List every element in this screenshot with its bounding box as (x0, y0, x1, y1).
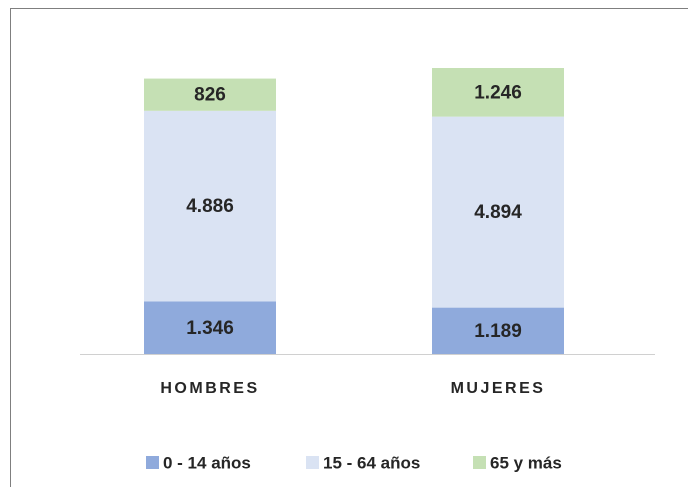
bar-segment (144, 78, 276, 111)
legend-label: 65 y más (490, 453, 562, 472)
data-label: 1.346 (186, 318, 234, 339)
data-label: 1.189 (474, 321, 522, 342)
legend-swatch (146, 456, 159, 469)
data-label: 826 (194, 85, 226, 106)
data-label: 1.246 (474, 82, 522, 103)
legend-swatch (473, 456, 486, 469)
chart-border (10, 8, 688, 487)
x-tick-label: HOMBRES (160, 380, 259, 397)
legend-label: 0 - 14 años (163, 453, 251, 472)
x-tick-label: MUJERES (451, 380, 546, 397)
bar-segment (432, 307, 564, 354)
data-label: 4.886 (186, 196, 234, 217)
data-label: 4.894 (474, 202, 522, 223)
bar-segment (432, 68, 564, 117)
legend-label: 15 - 64 años (323, 453, 420, 472)
bar-segment (144, 301, 276, 354)
legend-swatch (306, 456, 319, 469)
bar-segment (432, 116, 564, 308)
bar-segment (144, 110, 276, 302)
